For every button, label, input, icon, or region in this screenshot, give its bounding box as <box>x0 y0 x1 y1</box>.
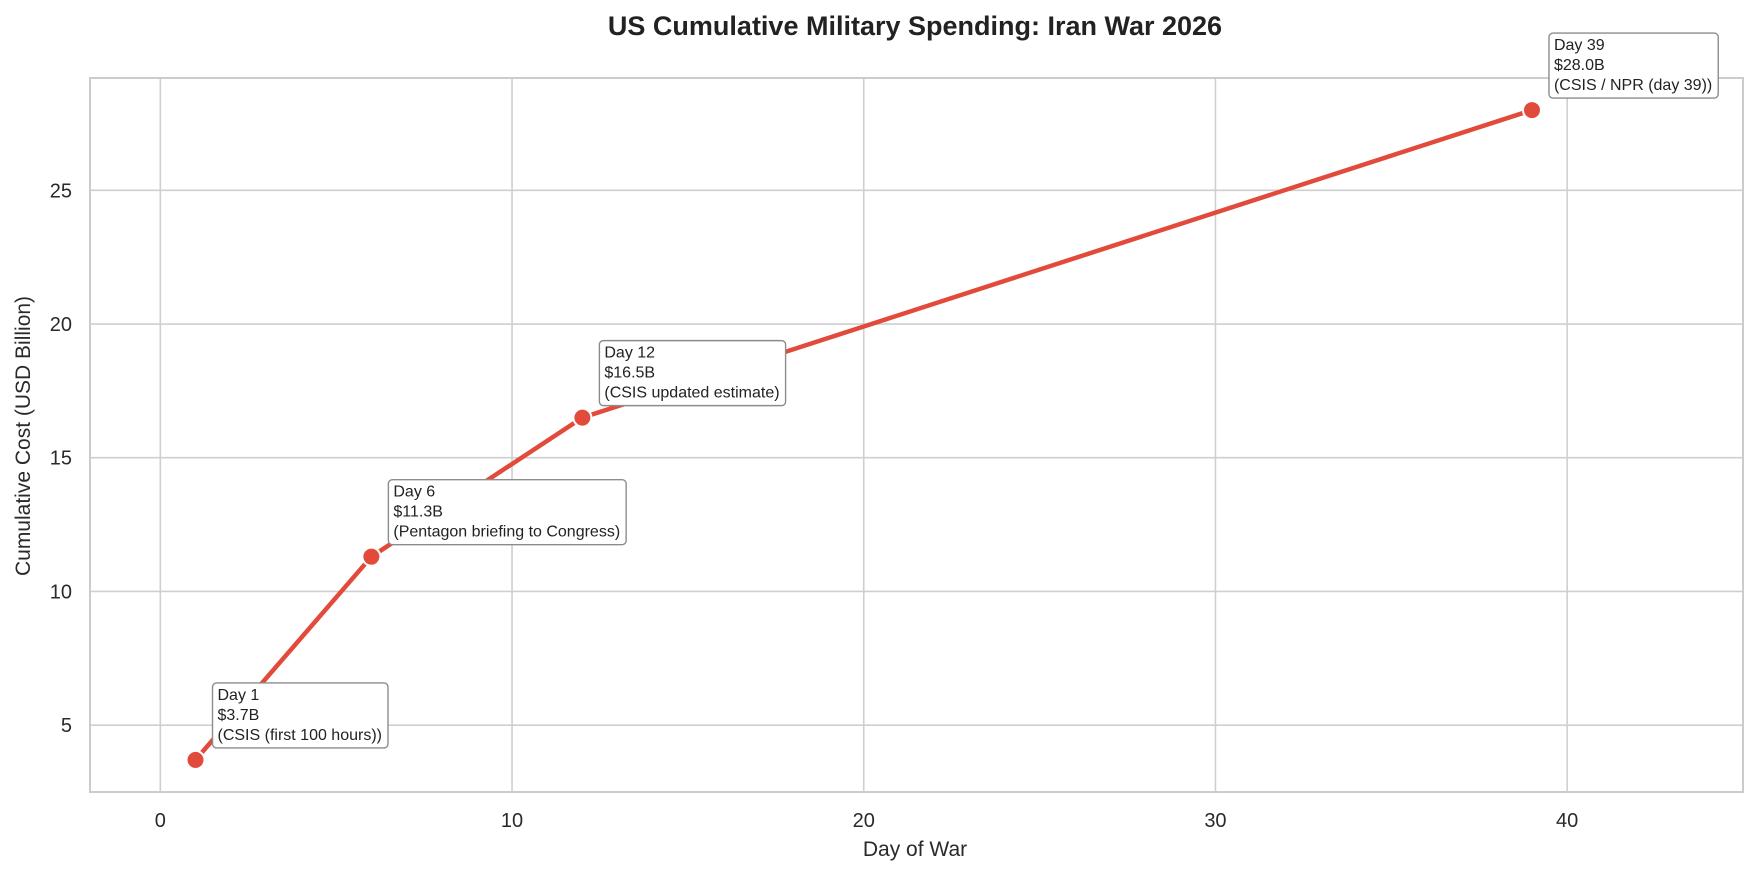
data-label-line: Day 1 <box>218 687 260 704</box>
x-tick-label: 30 <box>1204 810 1226 832</box>
data-label-line: $3.7B <box>218 707 260 724</box>
plot-area <box>89 77 1744 793</box>
data-label-line: Day 12 <box>604 345 655 362</box>
y-tick-label: 10 <box>50 581 72 603</box>
x-axis-ticks: 0 10 20 30 40 <box>155 810 1578 832</box>
x-tick-label: 0 <box>155 810 166 832</box>
data-label-line: $16.5B <box>604 365 655 382</box>
data-label-line: $28.0B <box>1554 57 1605 74</box>
data-point-marker <box>361 546 382 567</box>
x-tick-label: 10 <box>501 810 523 832</box>
x-tick-label: 40 <box>1556 810 1578 832</box>
data-label-box <box>1548 32 1719 99</box>
y-tick-label: 5 <box>61 715 72 737</box>
data-label: Day 1 $3.7B (CSIS (first 100 hours)) <box>211 682 389 749</box>
data-label-line: (CSIS updated estimate) <box>604 385 779 402</box>
data-label-box <box>387 478 627 546</box>
data-label-line: (CSIS (first 100 hours)) <box>218 727 382 744</box>
data-label-line: (CSIS / NPR (day 39)) <box>1554 77 1712 94</box>
data-label-box <box>211 682 389 749</box>
y-tick-label: 15 <box>50 448 72 470</box>
data-label-line: Day 6 <box>393 484 435 501</box>
data-point-marker <box>1521 100 1542 121</box>
data-label-box <box>598 339 787 407</box>
y-axis-label: Cumulative Cost (USD Billion) <box>12 296 35 576</box>
data-label-line: $11.3B <box>393 504 443 521</box>
data-label: Day 12 $16.5B (CSIS updated estimate) <box>598 339 787 407</box>
data-label-line: (Pentagon briefing to Congress) <box>393 524 620 541</box>
y-axis-ticks: 5 10 15 20 25 <box>50 180 72 737</box>
x-axis-label: Day of War <box>863 838 967 861</box>
y-tick-label: 25 <box>50 180 72 202</box>
data-point-marker <box>572 407 593 428</box>
y-tick-label: 20 <box>50 314 72 336</box>
data-point-marker <box>185 749 206 770</box>
data-label-line: Day 39 <box>1554 37 1605 54</box>
x-tick-label: 20 <box>853 810 875 832</box>
data-label: Day 6 $11.3B (Pentagon briefing to Congres… <box>387 478 627 546</box>
data-label: Day 39 $28.0B (CSIS / NPR (day 39)) <box>1548 32 1719 99</box>
chart-title: US Cumulative Military Spending: Iran Wa… <box>608 11 1222 41</box>
annotations: Day 1 $3.7B (CSIS (first 100 hours)) Day 6 $… <box>211 32 1719 749</box>
